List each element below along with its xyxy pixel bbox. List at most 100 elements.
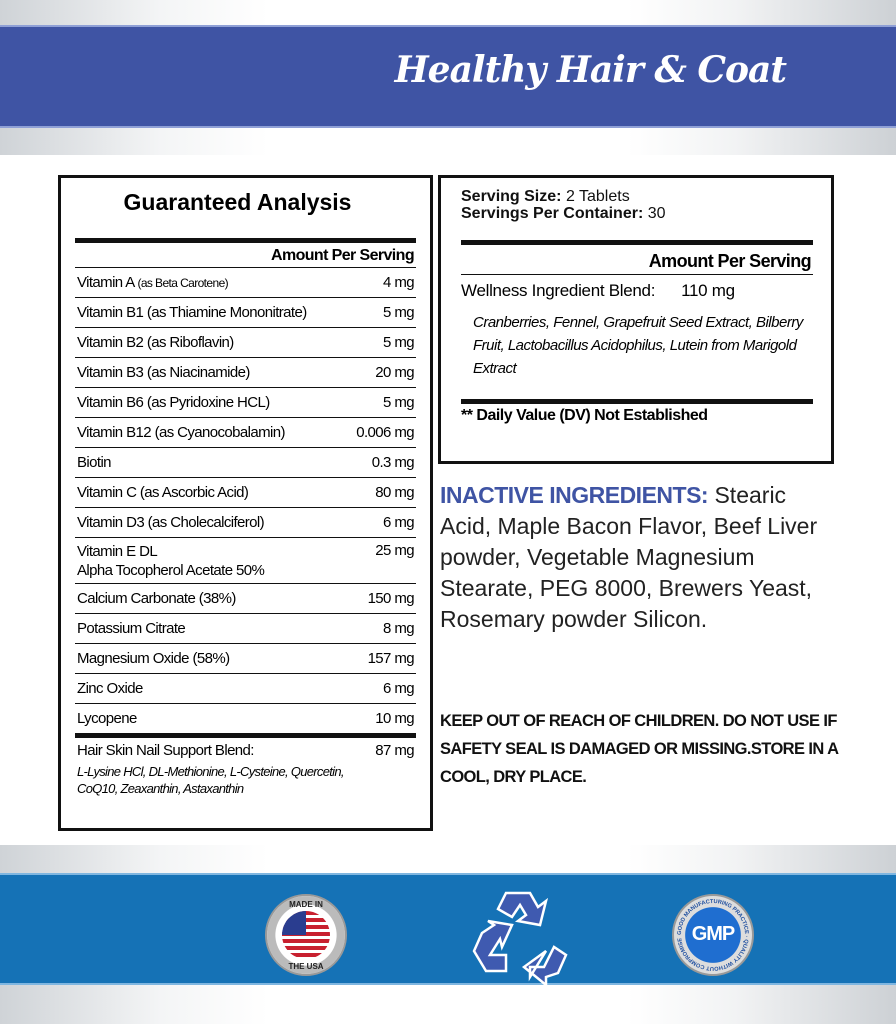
blend-name: Wellness Ingredient Blend: — [461, 281, 656, 300]
nutrient-label: Magnesium Oxide (58%) — [77, 650, 230, 667]
blend-ingredients: L-Lysine HCl, DL-Methionine, L-Cysteine,… — [75, 763, 416, 797]
blend-line: CoQ10, Zeaxanthin, Astaxanthin — [77, 781, 244, 796]
made-in-usa-badge: MADE IN THE USA — [265, 894, 347, 976]
serving-size-value: 2 Tablets — [565, 188, 630, 205]
nutrient-label: Vitamin D3 (as Cholecalciferol) — [77, 514, 265, 531]
top-silver-strip — [0, 0, 896, 25]
table-row: Vitamin D3 (as Cholecalciferol) 6 mg — [75, 507, 416, 537]
serving-size-label: Serving Size: — [461, 188, 562, 205]
nutrient-label: Biotin — [77, 454, 112, 471]
inactive-label: INACTIVE INGREDIENTS: — [440, 482, 709, 508]
nutrient-name: Vitamin B6 (as Pyridoxine HCL) — [77, 394, 270, 411]
nutrient-label: Vitamin B6 (as Pyridoxine HCL) — [77, 394, 270, 411]
nutrient-name: Vitamin C (as Ascorbic Acid) — [77, 484, 249, 501]
servings-per-container: Servings Per Container: 30 — [461, 205, 813, 222]
bottom-silver-strip — [0, 845, 896, 873]
nutrient-amount: 0.006 mg — [356, 424, 414, 441]
servings-value: 30 — [647, 205, 666, 222]
gmp-text: GMP — [691, 923, 736, 945]
recycle-icon — [472, 891, 568, 985]
nutrient-label: Vitamin B12 (as Cyanocobalamin) — [77, 424, 286, 441]
nutrient-name: Vitamin B1 (as Thiamine Mononitrate) — [77, 304, 307, 321]
table-row: Vitamin B12 (as Cyanocobalamin) 0.006 mg — [75, 417, 416, 447]
nutrient-amount: 0.3 mg — [371, 454, 415, 471]
table-row: Biotin 0.3 mg — [75, 447, 416, 477]
nutrient-label: Zinc Oxide — [77, 680, 143, 697]
nutrient-note: (as Beta Carotene) — [137, 276, 229, 290]
amount-header: Amount Per Serving — [461, 240, 813, 274]
nutrient-amount: 4 mg — [383, 274, 415, 291]
table-row: Vitamin A (as Beta Carotene) 4 mg — [75, 267, 416, 297]
nutrient-label: Calcium Carbonate (38%) — [77, 590, 236, 607]
nutrient-name: Vitamin B2 (as Riboflavin) — [77, 334, 234, 351]
nutrient-amount: 80 mg — [375, 484, 414, 501]
wellness-ingredients: Cranberries, Fennel, Grapefruit Seed Ext… — [473, 314, 803, 377]
nutrient-name: Vitamin A (as Beta Carotene) — [77, 274, 229, 291]
nutrient-amount: 6 mg — [383, 514, 415, 531]
nutrient-amount: 6 mg — [383, 680, 415, 697]
product-title: Healthy Hair & Coat — [394, 49, 787, 91]
nutrient-amount: 20 mg — [375, 364, 414, 381]
table-row: Vitamin B3 (as Niacinamide) 20 mg — [75, 357, 416, 387]
table-row: Vitamin C (as Ascorbic Acid) 80 mg — [75, 477, 416, 507]
warning-text: KEEP OUT OF REACH OF CHILDREN. DO NOT US… — [440, 712, 838, 786]
table-row: Vitamin B1 (as Thiamine Mononitrate) 5 mg — [75, 297, 416, 327]
table-row: Lycopene 10 mg — [75, 703, 416, 733]
nutrient-amount: 25 mg — [375, 542, 414, 559]
nutrient-name: Vitamin E DL Alpha Tocopherol Acetate 50% — [77, 542, 265, 580]
table-row: Potassium Citrate 8 mg — [75, 613, 416, 643]
nutrient-name: Vitamin D3 (as Cholecalciferol) — [77, 514, 265, 531]
wellness-blend-row: Wellness Ingredient Blend: 110 mg — [461, 274, 813, 301]
badge-text-bottom: THE USA — [288, 962, 324, 971]
nutrient-name: Vitamin B3 (as Niacinamide) — [77, 364, 250, 381]
nutrient-name: Magnesium Oxide (58%) — [77, 650, 230, 667]
header-band: Healthy Hair & Coat — [0, 25, 896, 128]
serving-size: Serving Size: 2 Tablets — [461, 188, 813, 205]
servings-label: Servings Per Container: — [461, 205, 644, 222]
analysis-table: Vitamin A (as Beta Carotene) 4 mg Vitamin … — [75, 267, 416, 763]
table-row: Zinc Oxide 6 mg — [75, 673, 416, 703]
inactive-text: Stearic Acid, Maple Bacon Flavor, Beef L… — [440, 482, 818, 632]
badge-text-top: MADE IN — [289, 900, 323, 909]
nutrient-amount: 5 mg — [383, 304, 415, 321]
nutrient-label: Vitamin B1 (as Thiamine Mononitrate) — [77, 304, 307, 321]
nutrient-label: Vitamin E DL — [77, 543, 158, 560]
nutrient-label: Vitamin B2 (as Riboflavin) — [77, 334, 234, 351]
nutrient-name: Hair Skin Nail Support Blend: — [77, 742, 254, 759]
table-row: Vitamin B6 (as Pyridoxine HCL) 5 mg — [75, 387, 416, 417]
nutrient-label-line2: Alpha Tocopherol Acetate 50% — [77, 562, 265, 579]
footer-band — [0, 873, 896, 985]
nutrient-amount: 5 mg — [383, 334, 415, 351]
table-row: Hair Skin Nail Support Blend: 87 mg — [75, 733, 416, 763]
nutrient-name: Potassium Citrate — [77, 620, 186, 637]
nutrient-amount: 5 mg — [383, 394, 415, 411]
gmp-badge: GOOD MANUFACTURING PRACTICE · QUALITY WI… — [672, 894, 754, 976]
nutrient-name: Biotin — [77, 454, 112, 471]
nutrient-amount: 87 mg — [375, 742, 414, 759]
nutrient-name: Zinc Oxide — [77, 680, 143, 697]
nutrient-amount: 8 mg — [383, 620, 415, 637]
nutrient-label: Lycopene — [77, 710, 137, 727]
nutrient-amount: 157 mg — [367, 650, 415, 667]
nutrient-name: Vitamin B12 (as Cyanocobalamin) — [77, 424, 286, 441]
gmp-ring: GOOD MANUFACTURING PRACTICE · QUALITY WI… — [677, 899, 749, 971]
bottom-silver-strip-lower — [0, 985, 896, 1024]
table-row: Vitamin B2 (as Riboflavin) 5 mg — [75, 327, 416, 357]
nutrient-amount: 10 mg — [375, 710, 414, 727]
panel-title: Guaranteed Analysis — [123, 189, 352, 215]
nutrient-label: Hair Skin Nail Support Blend: — [77, 742, 254, 759]
blend-amount: 110 mg — [681, 281, 735, 300]
nutrient-label: Vitamin B3 (as Niacinamide) — [77, 364, 250, 381]
top-silver-strip-lower — [0, 128, 896, 155]
dv-note: ** Daily Value (DV) Not Established — [461, 399, 813, 425]
nutrient-name: Calcium Carbonate (38%) — [77, 590, 236, 607]
inactive-ingredients: INACTIVE INGREDIENTS: Stearic Acid, Mapl… — [440, 480, 840, 635]
us-flag-icon — [282, 911, 330, 959]
amount-header: Amount Per Serving — [75, 238, 416, 267]
nutrient-label: Vitamin C (as Ascorbic Acid) — [77, 484, 249, 501]
nutrient-label: Vitamin A — [77, 274, 134, 291]
table-row: Vitamin E DL Alpha Tocopherol Acetate 50%… — [75, 537, 416, 583]
table-row: Magnesium Oxide (58%) 157 mg — [75, 643, 416, 673]
table-row: Calcium Carbonate (38%) 150 mg — [75, 583, 416, 613]
guaranteed-analysis-panel: Guaranteed Analysis Amount Per Serving V… — [58, 175, 433, 831]
